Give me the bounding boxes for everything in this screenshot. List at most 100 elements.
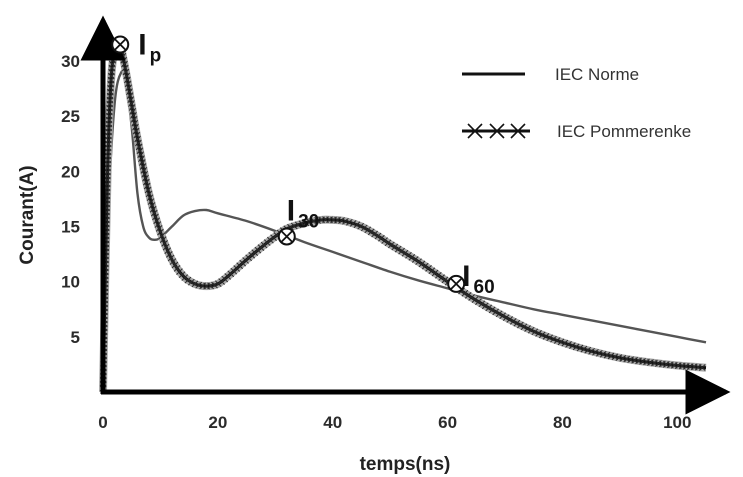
series-marker-iec-pommerenke (431, 269, 439, 277)
y-tick-labels: 5 10 15 20 25 30 (61, 52, 80, 347)
series-marker-iec-pommerenke (214, 280, 222, 288)
annotation-marker (111, 35, 130, 54)
series-marker-iec-pommerenke (580, 345, 588, 353)
series-marker-iec-pommerenke (146, 194, 154, 202)
series-marker-iec-pommerenke (173, 265, 181, 272)
series-marker-iec-pommerenke (531, 328, 539, 336)
x-tick-label: 80 (553, 413, 572, 432)
y-axis-label: Courant(A) (17, 165, 38, 264)
series-marker-iec-pommerenke (434, 271, 442, 279)
series-marker-iec-pommerenke (147, 198, 155, 205)
plot-area (99, 37, 707, 393)
series-marker-iec-pommerenke (492, 308, 500, 316)
series-marker-iec-pommerenke (144, 186, 152, 194)
series-marker-iec-pommerenke (468, 294, 475, 301)
series-marker-iec-pommerenke (401, 249, 409, 257)
series-marker-iec-pommerenke (599, 350, 607, 358)
series-marker-iec-pommerenke (374, 232, 382, 240)
series-marker-iec-pommerenke (270, 234, 277, 242)
series-marker-iec-pommerenke (162, 243, 170, 251)
series-marker-iec-pommerenke (405, 251, 412, 259)
series-marker-iec-pommerenke (428, 267, 436, 275)
legend-label-iec-pommerenke: IEC Pommerenke (557, 122, 691, 141)
series-marker-iec-pommerenke (149, 205, 157, 213)
series-marker-iec-pommerenke (371, 230, 378, 238)
series-marker-iec-pommerenke (535, 330, 542, 337)
series-marker-iec-pommerenke (603, 351, 611, 359)
series-marker-iec-pommerenke (364, 226, 372, 234)
legend-swatch-marker (467, 123, 483, 139)
series-marker-iec-pommerenke (595, 349, 603, 357)
series-marker-iec-pommerenke (159, 236, 167, 244)
series-marker-iec-pommerenke (584, 346, 592, 354)
y-tick-label: 30 (61, 52, 80, 71)
series-marker-iec-pommerenke (569, 342, 576, 350)
y-tick-label: 5 (71, 328, 80, 347)
series-marker-iec-pommerenke (506, 316, 514, 323)
y-tick-label: 25 (61, 107, 80, 126)
series-marker-iec-pommerenke (418, 260, 426, 268)
series-marker-iec-pommerenke (550, 335, 557, 343)
series-marker-iec-pommerenke (461, 289, 469, 297)
series-marker-iec-pommerenke (306, 218, 314, 226)
series-marker-iec-pommerenke (353, 221, 361, 229)
series-marker-iec-pommerenke (509, 318, 517, 325)
series-marker-iec-pommerenke (520, 323, 528, 331)
legend-swatch-marker (489, 123, 505, 139)
series-marker-iec-pommerenke (298, 220, 306, 228)
series-marker-iec-pommerenke (140, 167, 148, 174)
series-marker-iec-pommerenke (143, 182, 151, 190)
series-marker-iec-pommerenke (499, 312, 507, 320)
series-marker-iec-pommerenke (557, 338, 565, 346)
series-marker-iec-pommerenke (538, 331, 546, 339)
series-marker-iec-pommerenke (411, 256, 419, 263)
series-marker-iec-pommerenke (184, 276, 192, 284)
series-marker-iec-pommerenke (495, 310, 503, 318)
series-marker-iec-pommerenke (169, 258, 177, 265)
series-marker-iec-pommerenke (607, 352, 615, 360)
series-marker-iec-pommerenke (546, 334, 554, 342)
series-marker-iec-pommerenke (561, 339, 569, 347)
series-marker-iec-pommerenke (592, 348, 599, 356)
series-marker-iec-pommerenke (158, 232, 166, 240)
series-marker-iec-pommerenke (294, 221, 302, 229)
series-marker-iec-pommerenke (161, 240, 168, 247)
x-tick-label: 100 (663, 413, 691, 432)
series-marker-iec-pommerenke (152, 213, 159, 221)
x-tick-label: 60 (438, 413, 457, 432)
series-marker-iec-pommerenke (360, 224, 368, 232)
legend-swatch-marker (510, 123, 526, 139)
series-marker-iec-pommerenke (148, 202, 156, 209)
series-marker-iec-pommerenke (438, 274, 445, 281)
series-marker-iec-pommerenke (290, 222, 298, 230)
series-marker-iec-pommerenke (338, 217, 345, 224)
series-marker-iec-pommerenke (565, 341, 572, 348)
annotation-marker (447, 274, 466, 293)
series-marker-iec-pommerenke (425, 265, 432, 272)
series-marker-iec-pommerenke (381, 237, 389, 244)
x-tick-label: 20 (208, 413, 227, 432)
legend-label-iec-norme: IEC Norme (555, 65, 639, 84)
series-marker-iec-pommerenke (421, 262, 429, 270)
x-tick-label: 40 (323, 413, 342, 432)
series-marker-iec-pommerenke (488, 306, 496, 314)
series-marker-iec-pommerenke (138, 155, 145, 162)
series-marker-iec-pommerenke (349, 220, 357, 227)
series-marker-iec-pommerenke (150, 209, 158, 217)
series-marker-iec-pommerenke (475, 298, 482, 306)
series-marker-iec-pommerenke (527, 326, 535, 334)
series-marker-iec-pommerenke (155, 224, 163, 232)
x-tick-label: 0 (98, 413, 107, 432)
series-line-iec-norme (101, 69, 707, 393)
series-marker-iec-pommerenke (542, 333, 550, 340)
series-marker-iec-pommerenke (171, 261, 179, 269)
series-marker-iec-pommerenke (611, 353, 619, 361)
series-marker-iec-pommerenke (408, 254, 416, 261)
series-marker-iec-pommerenke (387, 241, 395, 249)
legend-swatch-iec-pommerenke (462, 123, 530, 139)
series-marker-iec-pommerenke (517, 321, 524, 329)
series-marker-iec-pommerenke (141, 170, 149, 178)
y-tick-label: 10 (61, 273, 80, 292)
series-marker-iec-pommerenke (391, 243, 399, 251)
